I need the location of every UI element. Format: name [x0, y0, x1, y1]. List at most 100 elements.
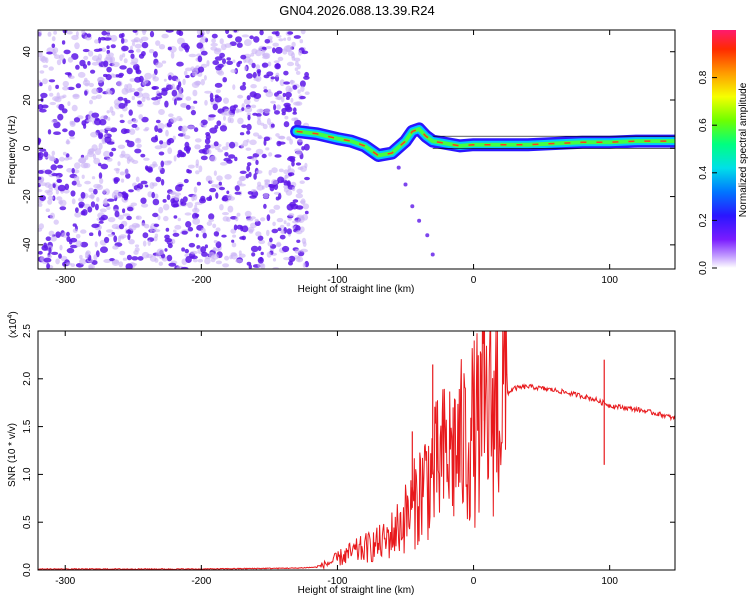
noise-blob [120, 37, 125, 44]
noise-blob [58, 200, 63, 205]
noise-blob [71, 180, 77, 186]
noise-blob [59, 54, 65, 61]
noise-blob [184, 212, 192, 216]
noise-blob [122, 213, 131, 217]
noise-blob [65, 153, 70, 158]
noise-blob [279, 234, 286, 240]
noise-blob [270, 76, 276, 80]
noise-blob [155, 119, 161, 124]
noise-blob [102, 189, 107, 195]
noise-blob [301, 237, 307, 244]
noise-blob [149, 49, 155, 54]
noise-blob [164, 248, 168, 252]
noise-blob [193, 186, 198, 193]
noise-blob [131, 57, 139, 64]
noise-blob [217, 70, 225, 76]
noise-blob [275, 133, 280, 137]
noise-blob [106, 66, 112, 73]
noise-blob [107, 198, 115, 202]
noise-blob [105, 126, 112, 131]
noise-blob [48, 79, 56, 83]
noise-blob [126, 157, 131, 164]
noise-blob [160, 179, 165, 186]
noise-blob [228, 113, 235, 118]
noise-blob [241, 225, 249, 233]
noise-blob [107, 52, 114, 57]
noise-blob [152, 161, 157, 167]
noise-blob [74, 162, 81, 170]
noise-blob [90, 69, 96, 74]
noise-blob [190, 255, 198, 260]
snr-frame [37, 330, 676, 571]
noise-blob [88, 82, 94, 88]
noise-blob [266, 229, 270, 237]
colorbar-label: Normalized spectral amplitude [738, 82, 749, 217]
noise-blob [130, 53, 135, 59]
noise-blob [260, 122, 265, 126]
y-tick-label: 0.0 [22, 563, 33, 577]
noise-blob [93, 254, 98, 261]
noise-blob [110, 34, 118, 42]
noise-blob [180, 198, 184, 204]
noise-blob [112, 245, 119, 250]
noise-blob [120, 150, 126, 157]
noise-blob [303, 143, 310, 151]
noise-blob [71, 167, 75, 174]
noise-blob [233, 30, 238, 33]
noise-blob [261, 153, 267, 159]
noise-blob [283, 121, 290, 128]
noise-blob [166, 194, 171, 201]
noise-blob [293, 35, 301, 39]
noise-blob [257, 47, 262, 52]
noise-blob [254, 218, 259, 223]
noise-blob [208, 195, 212, 201]
noise-blob [292, 111, 298, 115]
noise-blob [304, 210, 309, 215]
noise-blob [118, 33, 124, 39]
noise-blob [184, 141, 190, 149]
noise-blob [299, 39, 304, 44]
noise-blob [163, 78, 167, 82]
noise-blob [239, 132, 245, 136]
noise-blob [177, 37, 185, 45]
noise-blob [131, 256, 139, 261]
noise-blob [44, 169, 52, 175]
noise-blob [276, 94, 282, 101]
noise-blob [185, 147, 191, 154]
noise-blob [106, 157, 113, 162]
noise-blob [93, 157, 101, 165]
noise-blob [56, 59, 62, 66]
y-tick-label: 1.0 [22, 467, 33, 481]
noise-blob [125, 173, 131, 179]
noise-blob [304, 91, 310, 95]
noise-blob [204, 99, 208, 106]
noise-blob [56, 196, 63, 201]
noise-blob [302, 262, 306, 268]
noise-blob [288, 172, 295, 177]
noise-blob [38, 202, 43, 207]
noise-blob [157, 128, 163, 133]
noise-blob [196, 42, 204, 49]
noise-blob [73, 175, 80, 182]
spectrogram-y-axis-label: Frequency (Hz) [7, 116, 18, 185]
noise-blob [79, 258, 87, 265]
noise-blob [271, 228, 279, 234]
noise-blob [221, 234, 227, 238]
noise-blob [58, 253, 62, 259]
noise-blob [84, 155, 89, 161]
noise-blob [250, 245, 259, 253]
noise-blob [246, 130, 251, 135]
noise-blob [255, 159, 259, 165]
noise-blob [111, 147, 117, 152]
noise-blob [147, 239, 151, 246]
noise-blob [244, 210, 252, 217]
noise-blob [283, 185, 289, 189]
noise-blob [142, 232, 149, 239]
noise-blob [267, 241, 273, 247]
noise-blob [136, 143, 142, 148]
noise-blob [185, 256, 192, 263]
noise-blob [135, 126, 140, 131]
noise-blob [173, 155, 177, 162]
noise-blob [67, 156, 73, 160]
noise-blob [245, 147, 252, 151]
